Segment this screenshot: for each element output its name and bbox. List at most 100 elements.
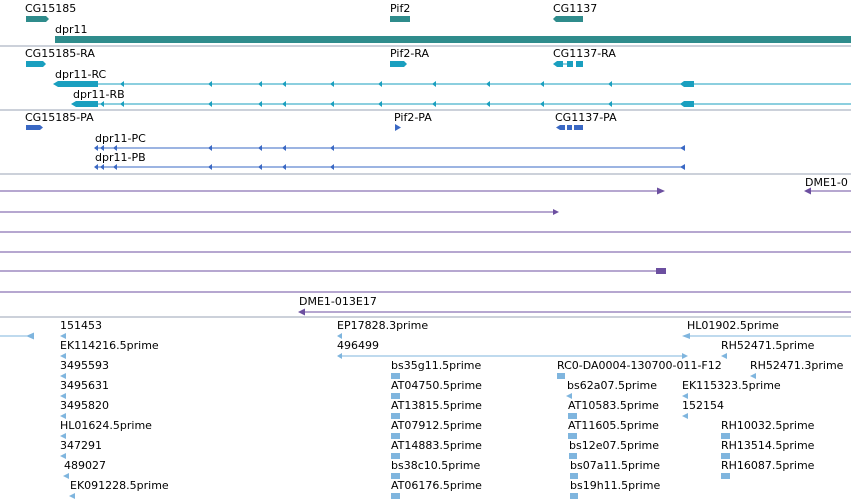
gene-feature-cg1137[interactable]: CG1137 — [553, 2, 597, 22]
est-label: HL01902.5prime — [687, 319, 779, 332]
gene-feature-dpr11[interactable]: dpr11 — [55, 23, 851, 43]
est-feature-bs35g11[interactable]: bs35g11.5prime — [391, 359, 481, 379]
est-feature[interactable] — [0, 332, 34, 340]
est-label: bs38c10.5prime — [391, 459, 481, 472]
est-label: bs35g11.5prime — [391, 359, 481, 372]
protein-feature-dpr11-pb[interactable]: dpr11-PB — [94, 151, 685, 170]
protein-label: CG1137-PA — [555, 111, 617, 124]
gene-track: CG15185 Pif2 CG1137 dpr11 — [25, 2, 851, 43]
est-feature-at06176[interactable]: AT06176.5prime — [391, 479, 482, 499]
est-feature-at14883[interactable]: AT14883.5prime — [391, 439, 482, 459]
protein-label: dpr11-PB — [95, 151, 146, 164]
est-label: HL01624.5prime — [60, 419, 152, 432]
gene-label: dpr11 — [55, 23, 87, 36]
est-label: RH13514.5prime — [721, 439, 815, 452]
est-label: 3495631 — [60, 379, 109, 392]
est-feature-ek115323[interactable]: EK115323.5prime — [682, 379, 781, 399]
est-feature-347291[interactable]: 347291 — [60, 439, 102, 459]
est-label: bs62a07.5prime — [567, 379, 657, 392]
transcript-track: CG15185-RA Pif2-RA CG1137-RA — [25, 47, 851, 107]
est-label: 347291 — [60, 439, 102, 452]
est-feature-151453[interactable]: 151453 — [60, 319, 102, 339]
est-feature-at13815[interactable]: AT13815.5prime — [391, 399, 482, 419]
est-feature-152154[interactable]: 152154 — [682, 399, 724, 419]
est-label: 496499 — [337, 339, 379, 352]
clone-label: DME1-0 — [805, 176, 848, 189]
est-feature-3495593[interactable]: 3495593 — [60, 359, 109, 379]
est-label: AT14883.5prime — [391, 439, 482, 452]
gene-label: Pif2 — [390, 2, 410, 15]
est-label: RH10032.5prime — [721, 419, 815, 432]
est-label: RC0-DA0004-130700-011-F12 — [557, 359, 722, 372]
est-feature-at07912[interactable]: AT07912.5prime — [391, 419, 482, 439]
est-feature-rh52471-5[interactable]: RH52471.5prime — [721, 339, 815, 359]
est-feature-at10583[interactable]: AT10583.5prime — [568, 399, 659, 419]
est-label: EK091228.5prime — [70, 479, 169, 492]
est-label: bs07a11.5prime — [570, 459, 660, 472]
transcript-label: CG15185-RA — [25, 47, 95, 60]
clone-label: DME1-013E17 — [299, 295, 377, 308]
est-label: AT13815.5prime — [391, 399, 482, 412]
est-feature-bs62a07[interactable]: bs62a07.5prime — [566, 379, 657, 399]
transcript-feature-pif2-ra[interactable]: Pif2-RA — [390, 47, 429, 67]
est-feature-ek114216[interactable]: EK114216.5prime — [60, 339, 159, 359]
est-label: RH52471.3prime — [750, 359, 844, 372]
est-feature-489027[interactable]: 489027 — [63, 459, 106, 479]
est-label: AT11605.5prime — [568, 419, 659, 432]
protein-feature-pif2-pa[interactable]: Pif2-PA — [394, 111, 432, 131]
gene-label: CG1137 — [553, 2, 597, 15]
est-feature-bs19h11[interactable]: bs19h11.5prime — [570, 479, 660, 499]
transcript-feature-cg1137-ra[interactable]: CG1137-RA — [553, 47, 616, 67]
est-feature-at11605[interactable]: AT11605.5prime — [568, 419, 659, 439]
est-feature-rh10032[interactable]: RH10032.5prime — [721, 419, 815, 439]
est-label: AT04750.5prime — [391, 379, 482, 392]
protein-label: dpr11-PC — [95, 132, 146, 145]
est-label: bs12e07.5prime — [569, 439, 659, 452]
clone-feature-dme1-013e17[interactable]: DME1-013E17 — [298, 295, 851, 316]
gene-feature-pif2[interactable]: Pif2 — [390, 2, 410, 22]
est-label: 3495820 — [60, 399, 109, 412]
est-label: 152154 — [682, 399, 724, 412]
est-feature-bs38c10[interactable]: bs38c10.5prime — [391, 459, 481, 479]
est-label: AT07912.5prime — [391, 419, 482, 432]
protein-feature-dpr11-pc[interactable]: dpr11-PC — [94, 132, 685, 151]
transcript-feature-dpr11-rb[interactable]: dpr11-RB — [71, 88, 851, 107]
est-feature-496499[interactable]: 496499 — [337, 339, 688, 359]
est-feature-hl01902[interactable]: HL01902.5prime — [682, 319, 851, 339]
est-label: 489027 — [64, 459, 106, 472]
est-feature-rc0-da0004[interactable]: RC0-DA0004-130700-011-F12 — [557, 359, 722, 379]
protein-label: Pif2-PA — [394, 111, 432, 124]
est-feature-ep17828[interactable]: EP17828.3prime — [337, 319, 428, 339]
transcript-label: Pif2-RA — [390, 47, 429, 60]
est-feature-bs07a11[interactable]: bs07a11.5prime — [570, 459, 660, 479]
est-label: RH52471.5prime — [721, 339, 815, 352]
est-feature-bs12e07[interactable]: bs12e07.5prime — [569, 439, 659, 459]
est-label: EK114216.5prime — [60, 339, 159, 352]
est-feature-at04750[interactable]: AT04750.5prime — [391, 379, 482, 399]
protein-label: CG15185-PA — [25, 111, 94, 124]
transcript-feature-cg15185-ra[interactable]: CG15185-RA — [25, 47, 95, 67]
gene-feature-cg15185[interactable]: CG15185 — [25, 2, 76, 22]
est-feature-3495820[interactable]: 3495820 — [60, 399, 109, 419]
protein-feature-cg1137-pa[interactable]: CG1137-PA — [555, 111, 617, 130]
est-feature-hl01624[interactable]: HL01624.5prime — [60, 419, 152, 439]
clone-feature[interactable] — [0, 209, 559, 215]
clone-feature[interactable] — [0, 187, 665, 195]
clone-feature-dme1-0[interactable]: DME1-0 — [804, 176, 851, 195]
protein-track: CG15185-PA Pif2-PA CG1137-PA dpr11-PC — [25, 111, 685, 170]
est-feature-rh52471-3[interactable]: RH52471.3prime — [750, 359, 844, 379]
est-feature-ek091228[interactable]: EK091228.5prime — [69, 479, 169, 499]
est-label: bs19h11.5prime — [570, 479, 660, 492]
transcript-feature-dpr11-rc[interactable]: dpr11-RC — [53, 68, 851, 87]
est-label: AT10583.5prime — [568, 399, 659, 412]
gene-label: CG15185 — [25, 2, 76, 15]
clone-feature[interactable] — [0, 268, 666, 274]
est-label: 3495593 — [60, 359, 109, 372]
est-label: EK115323.5prime — [682, 379, 781, 392]
est-feature-rh16087[interactable]: RH16087.5prime — [721, 459, 815, 479]
est-feature-3495631[interactable]: 3495631 — [60, 379, 109, 399]
est-feature-rh13514[interactable]: RH13514.5prime — [721, 439, 815, 459]
protein-feature-cg15185-pa[interactable]: CG15185-PA — [25, 111, 94, 130]
est-label: EP17828.3prime — [337, 319, 428, 332]
